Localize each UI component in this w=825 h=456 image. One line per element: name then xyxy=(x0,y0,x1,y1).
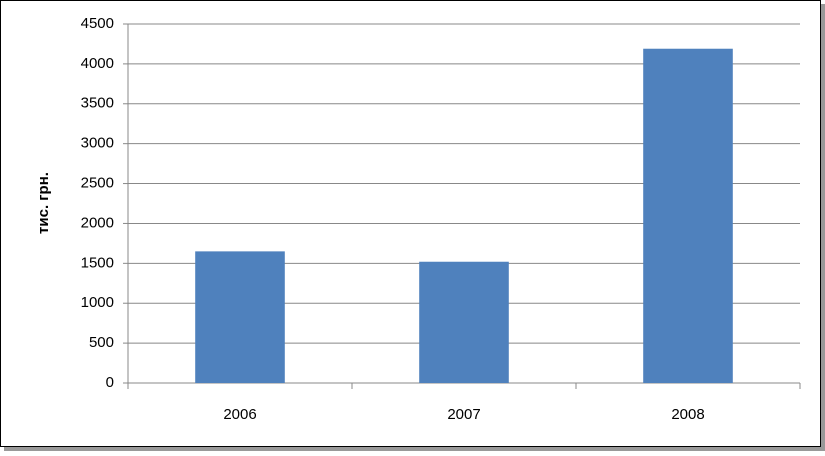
x-tick-label: 2007 xyxy=(447,406,480,423)
y-tick-label: 4000 xyxy=(81,55,114,72)
y-tick-label: 500 xyxy=(89,334,114,351)
y-tick-label: 0 xyxy=(106,374,114,391)
y-tick-label: 1000 xyxy=(81,294,114,311)
y-tick-label: 2000 xyxy=(81,214,114,231)
x-tick-label: 2006 xyxy=(223,406,256,423)
y-tick-label: 3000 xyxy=(81,135,114,152)
y-tick-label: 3500 xyxy=(81,95,114,112)
bar xyxy=(643,48,733,383)
frame-shadow xyxy=(821,4,825,451)
y-tick-label: 4500 xyxy=(81,15,114,32)
frame-shadow xyxy=(4,447,825,451)
x-tick-label: 2008 xyxy=(671,406,704,423)
y-axis-label: тис. грн. xyxy=(35,172,52,234)
bar xyxy=(195,251,285,383)
y-tick-label: 2500 xyxy=(81,175,114,192)
y-tick-label: 1500 xyxy=(81,254,114,271)
bar xyxy=(419,261,509,383)
